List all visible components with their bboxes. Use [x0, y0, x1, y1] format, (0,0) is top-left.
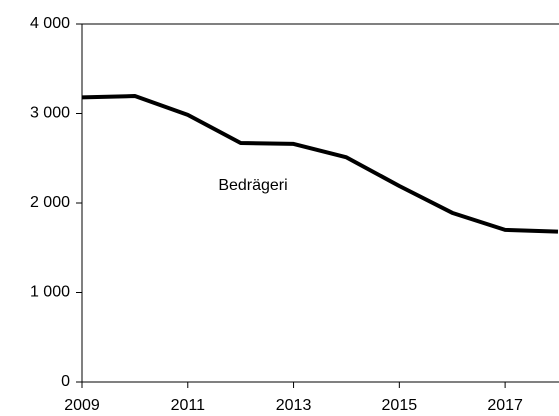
x-tick-label: 2013 [276, 397, 312, 414]
series-line [81, 94, 559, 234]
series-label: Bedrägeri [218, 177, 287, 194]
y-tick-label: 0 [61, 373, 70, 390]
x-tick-label: 2015 [382, 397, 418, 414]
y-tick-label: 1 000 [30, 284, 70, 301]
y-tick-label: 2 000 [30, 194, 70, 211]
x-tick-label: 2011 [171, 397, 206, 414]
x-tick-label: 2017 [487, 397, 523, 414]
y-tick-label: 3 000 [30, 105, 70, 122]
x-tick-label: 2009 [64, 397, 100, 414]
y-tick-label: 4 000 [30, 15, 70, 32]
